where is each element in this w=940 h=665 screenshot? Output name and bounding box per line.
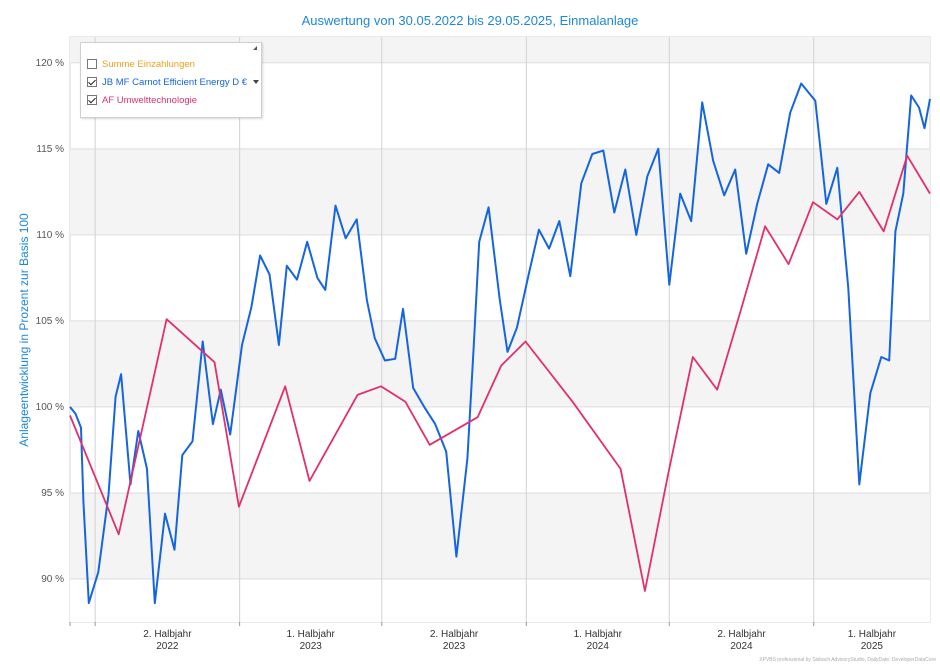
x-tick-label: 2. Halbjahr: [143, 629, 192, 640]
legend-label: JB MF Carnot Efficient Energy D €: [102, 76, 248, 88]
x-tick-label-year: 2023: [443, 641, 466, 652]
legend-grip-icon[interactable]: [253, 46, 257, 50]
y-tick-label: 105 %: [36, 316, 64, 327]
dropdown-arrow-icon[interactable]: [253, 80, 260, 84]
plot-band: [70, 148, 930, 235]
grid: [70, 37, 930, 622]
x-tick-label: 1. Halbjahr: [287, 629, 336, 640]
plot-bands: [70, 37, 930, 622]
x-tick-label: 1. Halbjahr: [848, 629, 897, 640]
y-axis: 90 % 95 % 100 % 105 % 110 % 115 % 120 %: [36, 58, 64, 585]
x-tick-label: 2. Halbjahr: [717, 629, 766, 640]
series-line-2: [69, 154, 931, 592]
x-tick-label-year: 2024: [587, 641, 610, 652]
x-tick-label-year: 2025: [861, 641, 884, 652]
x-tick-label: 1. Halbjahr: [574, 629, 623, 640]
y-tick-label: 120 %: [36, 58, 64, 69]
series-group: [69, 82, 931, 605]
x-tick-label-year: 2024: [730, 641, 753, 652]
credit-text: XPVBS professional by Sisbach AdvisorySt…: [759, 657, 936, 663]
x-tick-label-year: 2023: [300, 641, 323, 652]
y-axis-label: Anlageentwicklung in Prozent zur Basis 1…: [17, 213, 31, 447]
checkbox-checked-icon[interactable]: [87, 77, 97, 87]
y-tick-label: 90 %: [41, 574, 64, 585]
plot-band: [70, 492, 930, 579]
legend-label: AF Umwelttechnologie: [102, 94, 198, 106]
legend-item-af-umwelt[interactable]: AF Umwelttechnologie: [87, 93, 197, 107]
chart-title: Auswertung von 30.05.2022 bis 29.05.2025…: [302, 13, 639, 28]
y-tick-label: 110 %: [36, 230, 64, 241]
x-tick-label: 2. Halbjahr: [430, 629, 479, 640]
y-tick-label: 95 %: [41, 488, 64, 499]
x-tick-label-year: 2022: [156, 641, 179, 652]
legend-item-jb-mf[interactable]: JB MF Carnot Efficient Energy D €: [87, 75, 260, 89]
plot-band: [70, 320, 930, 407]
legend: Summe Einzahlungen JB MF Carnot Efficien…: [80, 42, 262, 118]
checkbox-checked-icon[interactable]: [87, 95, 97, 105]
legend-item-summe[interactable]: Summe Einzahlungen: [87, 57, 195, 71]
y-tick-label: 100 %: [36, 402, 64, 413]
y-tick-label: 115 %: [36, 144, 64, 155]
series-line-1: [69, 82, 931, 605]
plot-band: [70, 578, 930, 622]
checkbox-icon[interactable]: [87, 59, 97, 69]
legend-label: Summe Einzahlungen: [102, 58, 195, 70]
